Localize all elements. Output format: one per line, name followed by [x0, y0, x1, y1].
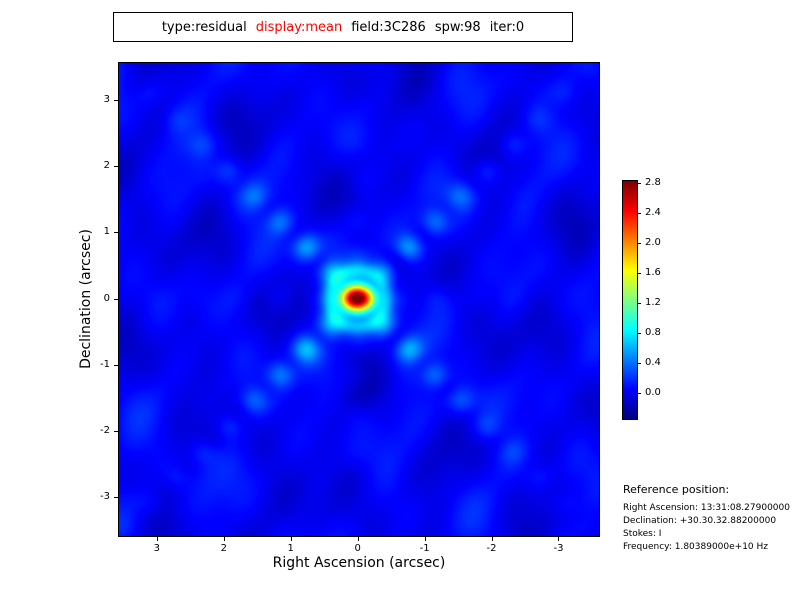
y-axis-tick: [114, 364, 118, 366]
x-tick-label: -2: [486, 543, 497, 554]
y-axis-tick: [114, 431, 118, 432]
colorbar-tick-label: 2.0: [645, 237, 661, 248]
colorbar: [622, 180, 638, 420]
colorbar-tick-label: 1.6: [645, 267, 661, 278]
y-axis-tick: [114, 497, 118, 499]
y-axis-tick: [114, 298, 118, 300]
colorbar-tick: [638, 213, 641, 214]
colorbar-tick: [638, 243, 641, 244]
title-box: type:residual display:mean field:3C286 spw:…: [113, 12, 573, 42]
colorbar-gradient-canvas: [623, 181, 637, 419]
y-axis-tick: [114, 99, 118, 101]
x-tick-label: 1: [287, 543, 294, 554]
x-tick-label: -1: [419, 543, 430, 554]
colorbar-tick-label: 0.0: [645, 387, 661, 398]
colorbar-tick: [638, 363, 641, 364]
y-tick-label: 0: [103, 292, 110, 304]
colorbar-tick: [638, 333, 641, 334]
x-axis-tick: [424, 537, 426, 541]
colorbar-tick: [638, 303, 641, 304]
colorbar-tick-label: 2.4: [645, 207, 661, 218]
x-tick-label: 2: [220, 543, 227, 554]
x-axis-tick: [290, 537, 292, 541]
reference-position-block: Reference position: Right Ascension: 13:…: [623, 483, 798, 554]
y-tick-label: -1: [100, 358, 110, 370]
y-tick-label: 2: [103, 160, 110, 171]
colorbar-tick-label: 0.4: [645, 357, 661, 368]
x-tick-label: 3: [153, 543, 160, 554]
residual-image-canvas: [119, 63, 599, 536]
x-axis-tick: [156, 537, 158, 541]
reference-line: Stokes: I: [623, 529, 662, 539]
reference-line: Right Ascension: 13:31:08.27900000: [623, 503, 790, 513]
x-tick-label: 0: [354, 543, 361, 554]
title-token: field:3C286: [351, 19, 426, 35]
title-token: iter:0: [489, 19, 525, 35]
x-axis-tick: [558, 537, 560, 541]
reference-line: Declination: +30.30.32.88200000: [623, 516, 777, 526]
title-token: type:residual: [161, 19, 247, 35]
x-axis-label: Right Ascension (arcsec): [272, 555, 446, 571]
colorbar-tick: [638, 393, 641, 394]
colorbar-tick-label: 0.8: [645, 327, 661, 338]
x-axis-tick: [491, 537, 493, 541]
x-axis-tick: [357, 537, 359, 541]
colorbar-tick-label: 1.2: [645, 297, 661, 308]
y-tick-label: -3: [100, 491, 110, 503]
x-tick-label: -3: [553, 543, 564, 554]
y-axis-tick: [114, 166, 118, 167]
title-token: spw:98: [434, 19, 481, 35]
y-axis-tick: [114, 232, 118, 234]
title-token: display:mean: [255, 19, 343, 35]
plot-area: [118, 62, 600, 537]
x-axis-tick: [223, 537, 225, 541]
y-tick-label: 1: [103, 226, 110, 238]
reference-heading: Reference position:: [623, 483, 730, 496]
reference-line: Frequency: 1.80389000e+10 Hz: [623, 542, 769, 552]
y-tick-label: 3: [103, 93, 110, 105]
colorbar-tick-label: 2.8: [645, 177, 661, 188]
y-tick-label: -2: [100, 425, 110, 436]
colorbar-tick: [638, 183, 641, 184]
colorbar-tick: [638, 273, 641, 274]
